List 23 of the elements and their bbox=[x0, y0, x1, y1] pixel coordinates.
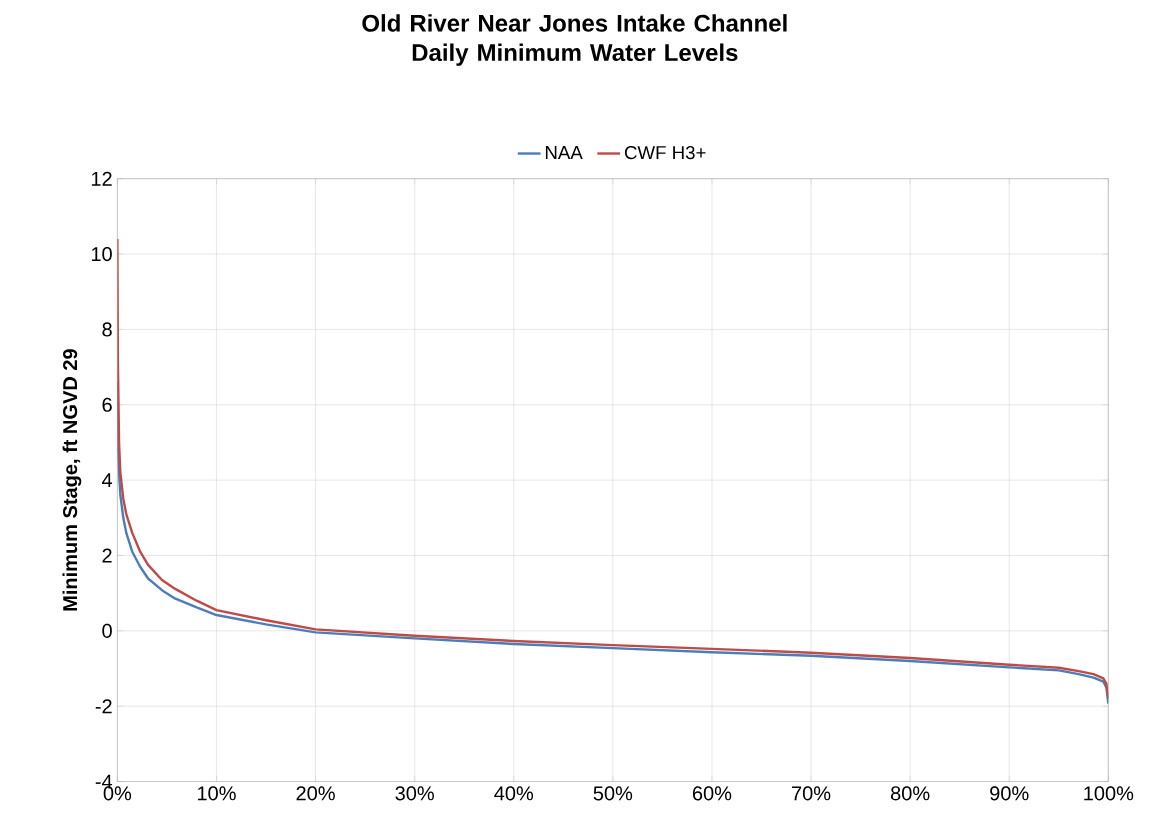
x-tick-label: 30% bbox=[395, 786, 434, 801]
x-tick-label: 100% bbox=[1084, 786, 1134, 801]
x-tick-label: 50% bbox=[593, 786, 633, 801]
x-tick-label: 10% bbox=[197, 786, 236, 801]
x-tick-label: 70% bbox=[792, 786, 831, 801]
y-axis-title: Minimum Stage, ft NGVD 29 bbox=[62, 349, 82, 611]
y-tick-label: 0 bbox=[102, 623, 112, 639]
y-tick-label: 4 bbox=[101, 473, 113, 488]
legend-label: CWF H3+ bbox=[624, 146, 706, 160]
x-tick-label: 80% bbox=[890, 786, 930, 801]
line-series bbox=[117, 238, 1109, 701]
x-tick-label: 20% bbox=[296, 786, 335, 801]
y-tick-label: -2 bbox=[95, 699, 112, 714]
x-tick-label: 90% bbox=[990, 786, 1029, 801]
y-tick-label: 8 bbox=[102, 322, 112, 337]
y-tick-label: 12 bbox=[91, 171, 112, 186]
y-tick-label: 10 bbox=[91, 247, 112, 262]
x-tick-label: 60% bbox=[692, 786, 732, 801]
chart-title: Old River Near Jones Intake Channel Daily Minimum Water Levels bbox=[362, 14, 787, 67]
legend-label: NAA bbox=[545, 146, 583, 160]
x-tick-label: 40% bbox=[494, 786, 534, 801]
y-tick-label: 2 bbox=[102, 548, 112, 563]
y-tick-label: 6 bbox=[102, 397, 112, 413]
